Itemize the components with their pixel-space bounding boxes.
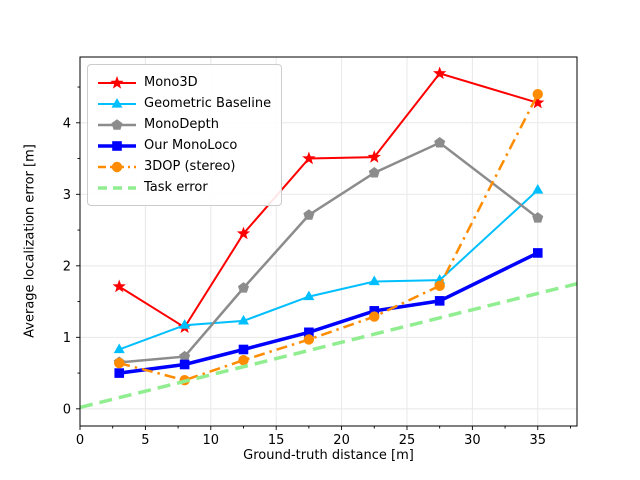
marker-pentagon: [368, 167, 380, 178]
legend-item-mono3d: Mono3D: [97, 72, 271, 93]
x-tick-label: 35: [529, 433, 546, 448]
marker-circle: [111, 161, 123, 172]
marker-star: [531, 95, 545, 109]
x-tick-label: 0: [76, 433, 84, 448]
marker-pentagon: [237, 282, 249, 293]
legend-key-square: [98, 140, 136, 151]
marker-star: [112, 279, 126, 293]
marker-triangle: [237, 314, 249, 325]
y-tick-label: 2: [63, 259, 71, 274]
marker-square: [434, 296, 445, 306]
marker-triangle: [368, 275, 380, 286]
marker-star: [110, 75, 124, 89]
marker-triangle: [532, 184, 544, 194]
marker-pentagon: [111, 118, 123, 130]
x-tick-label: 20: [333, 433, 350, 448]
marker-pentagon: [434, 137, 446, 148]
marker-star: [302, 151, 316, 165]
marker-star: [367, 150, 381, 163]
marker-square: [114, 368, 125, 378]
legend-item-3dop-stereo: 3DOP (stereo): [97, 156, 271, 177]
x-tick-label: 10: [203, 433, 220, 448]
legend-label: MonoDepth: [144, 117, 219, 132]
marker-pentagon: [303, 209, 315, 220]
plot-border: [79, 56, 578, 427]
x-tick-label: 25: [399, 433, 416, 448]
marker-square: [112, 140, 122, 151]
marker-circle: [238, 355, 249, 366]
y-tick-label: 4: [63, 116, 71, 131]
marker-circle: [303, 334, 315, 345]
marker-pentagon: [179, 350, 191, 362]
y-tick-label: 3: [63, 188, 71, 203]
legend-label: Geometric Baseline: [144, 96, 272, 111]
marker-star: [433, 66, 447, 80]
legend-label: Task error: [144, 180, 208, 195]
series-line: [79, 282, 578, 410]
marker-circle: [434, 280, 445, 292]
marker-star: [236, 226, 251, 240]
legend-key-pentagon: [98, 118, 136, 130]
legend-label: Mono3D: [144, 75, 198, 90]
y-tick-label: 1: [63, 331, 71, 346]
axis-ticks: 0 5 10 15 20 25 30 35 0 1 2 3 4: [63, 86, 571, 448]
legend-item-task-error: Task error: [97, 177, 271, 198]
legend-item-geometric-baseline: Geometric Baseline: [97, 93, 271, 114]
x-axis-label: Ground-truth distance [m]: [243, 448, 414, 463]
marker-square: [238, 344, 249, 355]
marker-square: [532, 248, 543, 258]
marker-triangle: [113, 343, 125, 354]
x-tick-label: 5: [141, 433, 149, 448]
y-tick-label: 0: [63, 402, 71, 417]
legend-key-none: [98, 185, 136, 190]
marker-square: [179, 359, 190, 370]
series-3dop-stereo: [114, 88, 543, 386]
marker-circle: [369, 311, 380, 322]
legend: Mono3D Geometric Baseline MonoDepth Our Mon…: [87, 64, 283, 206]
marker-square: [369, 306, 380, 316]
legend-key-triangle: [98, 97, 136, 108]
marker-triangle: [303, 290, 315, 301]
legend-key-star: [98, 75, 136, 89]
marker-square: [304, 327, 314, 338]
marker-circle: [114, 357, 125, 369]
series-task-error: [79, 282, 578, 410]
marker-triangle: [179, 319, 191, 329]
legend-item-our-monoloco: Our MonoLoco: [97, 135, 271, 156]
legend-item-monodepth: MonoDepth: [97, 114, 271, 135]
x-tick-label: 30: [464, 433, 481, 448]
legend-label: Our MonoLoco: [144, 138, 238, 153]
x-tick-label: 15: [268, 433, 285, 448]
legend-label: 3DOP (stereo): [144, 159, 236, 174]
legend-key-circle: [98, 161, 136, 172]
series-our-monoloco: [114, 248, 543, 378]
marker-pentagon: [532, 212, 544, 223]
marker-triangle: [111, 97, 123, 108]
y-axis-label: Average localization error [m]: [22, 144, 38, 338]
marker-circle: [532, 88, 543, 100]
